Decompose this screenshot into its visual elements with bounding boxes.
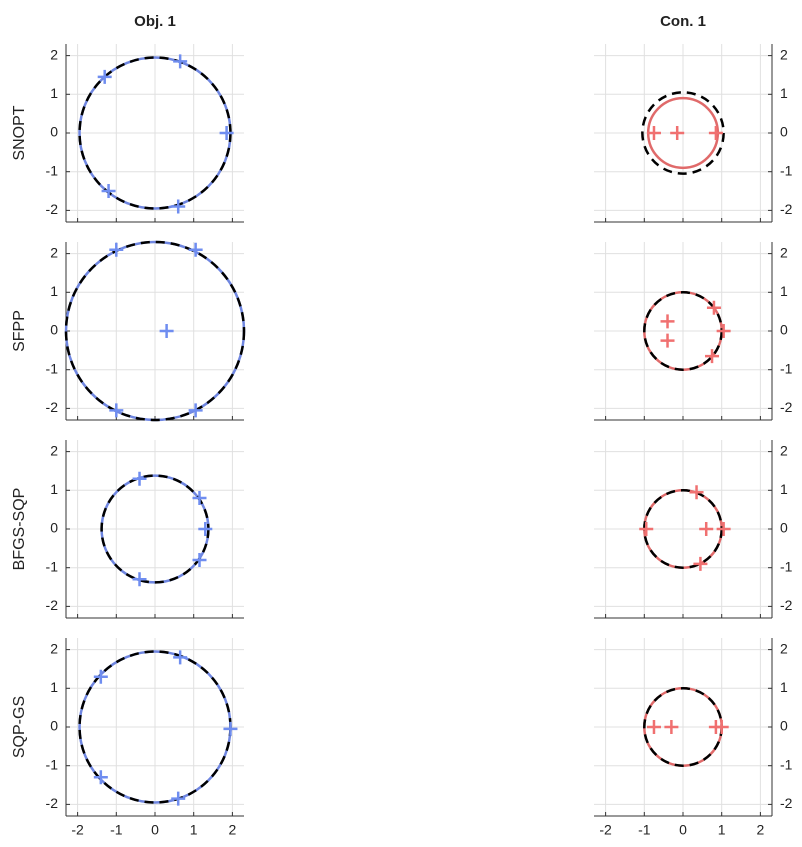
- y-tick-label: -1: [780, 162, 793, 178]
- marker: [708, 126, 723, 140]
- y-tick-label: 2: [50, 244, 58, 260]
- y-tick-label: 2: [780, 46, 788, 62]
- boundary: [64, 240, 246, 422]
- x-tick-label: 1: [190, 822, 198, 838]
- y-tick-label: 2: [50, 442, 58, 458]
- marker: [192, 552, 207, 567]
- y-tick-label: -2: [780, 795, 793, 811]
- marker: [198, 522, 213, 536]
- y-tick-label: 1: [50, 481, 58, 497]
- y-tick-label: -2: [780, 399, 793, 415]
- y-tick-label: -1: [46, 558, 59, 574]
- marker: [109, 242, 124, 257]
- y-tick-label: 2: [780, 244, 788, 260]
- y-tick-label: -1: [46, 162, 59, 178]
- marker: [689, 485, 704, 500]
- marker: [716, 522, 731, 536]
- marker: [219, 126, 234, 140]
- x-tick-label: -1: [638, 822, 651, 838]
- marker: [101, 184, 116, 199]
- row-label: BFGS-SQP: [11, 488, 28, 571]
- row-label: SNOPT: [11, 105, 28, 160]
- y-tick-label: 1: [50, 679, 58, 695]
- y-tick-label: 2: [50, 640, 58, 656]
- y-tick-label: 0: [780, 124, 788, 140]
- marker: [714, 720, 729, 734]
- y-tick-label: 0: [780, 520, 788, 536]
- marker: [664, 720, 679, 734]
- column-title: Con. 1: [660, 13, 706, 30]
- marker: [660, 333, 675, 348]
- x-tick-label: 1: [718, 822, 726, 838]
- marker: [693, 556, 708, 571]
- marker: [93, 669, 108, 684]
- marker: [192, 491, 207, 506]
- marker: [639, 522, 654, 536]
- marker: [660, 314, 675, 329]
- y-tick-label: 2: [50, 46, 58, 62]
- y-tick-label: 1: [50, 85, 58, 101]
- marker: [716, 324, 731, 338]
- x-tick-label: -2: [71, 822, 84, 838]
- marker: [188, 403, 203, 418]
- marker: [173, 650, 188, 665]
- marker: [705, 349, 720, 364]
- x-tick-label: -1: [110, 822, 123, 838]
- marker: [109, 403, 124, 418]
- y-tick-label: 1: [780, 85, 788, 101]
- y-tick-label: 1: [50, 283, 58, 299]
- x-tick-label: 0: [679, 822, 687, 838]
- y-tick-label: -2: [46, 201, 59, 217]
- marker: [699, 522, 714, 536]
- y-tick-label: 1: [780, 481, 788, 497]
- y-tick-label: 0: [50, 124, 58, 140]
- marker: [646, 126, 661, 140]
- marker: [171, 199, 186, 214]
- y-tick-label: -1: [780, 360, 793, 376]
- marker: [173, 54, 188, 69]
- x-tick-label: 2: [756, 822, 764, 838]
- marker: [93, 770, 108, 785]
- marker: [646, 720, 661, 734]
- column-title: Obj. 1: [134, 13, 176, 30]
- marker: [188, 242, 203, 257]
- y-tick-label: 0: [50, 718, 58, 734]
- x-tick-label: 0: [151, 822, 159, 838]
- y-tick-label: -1: [46, 360, 59, 376]
- y-tick-label: 0: [780, 718, 788, 734]
- y-tick-label: 1: [780, 679, 788, 695]
- y-tick-label: -2: [780, 201, 793, 217]
- marker: [706, 300, 721, 315]
- row-label: SQP-GS: [11, 696, 28, 758]
- y-tick-label: -1: [780, 558, 793, 574]
- y-tick-label: -1: [780, 756, 793, 772]
- row-label: SFPP: [11, 310, 28, 352]
- marker: [132, 471, 147, 486]
- y-tick-label: 0: [780, 322, 788, 338]
- x-tick-label: 2: [228, 822, 236, 838]
- boundary: [641, 91, 725, 175]
- marker: [159, 324, 174, 338]
- y-tick-label: -2: [46, 399, 59, 415]
- y-tick-label: 0: [50, 520, 58, 536]
- y-tick-label: 0: [50, 322, 58, 338]
- y-tick-label: -1: [46, 756, 59, 772]
- marker: [132, 572, 147, 587]
- y-tick-label: 2: [780, 442, 788, 458]
- marker: [670, 126, 685, 140]
- y-tick-label: 2: [780, 640, 788, 656]
- marker: [97, 69, 112, 84]
- y-tick-label: 1: [780, 283, 788, 299]
- marker: [171, 791, 186, 806]
- y-tick-label: -2: [46, 795, 59, 811]
- x-tick-label: -2: [599, 822, 612, 838]
- marker: [223, 721, 238, 736]
- y-tick-label: -2: [780, 597, 793, 613]
- y-tick-label: -2: [46, 597, 59, 613]
